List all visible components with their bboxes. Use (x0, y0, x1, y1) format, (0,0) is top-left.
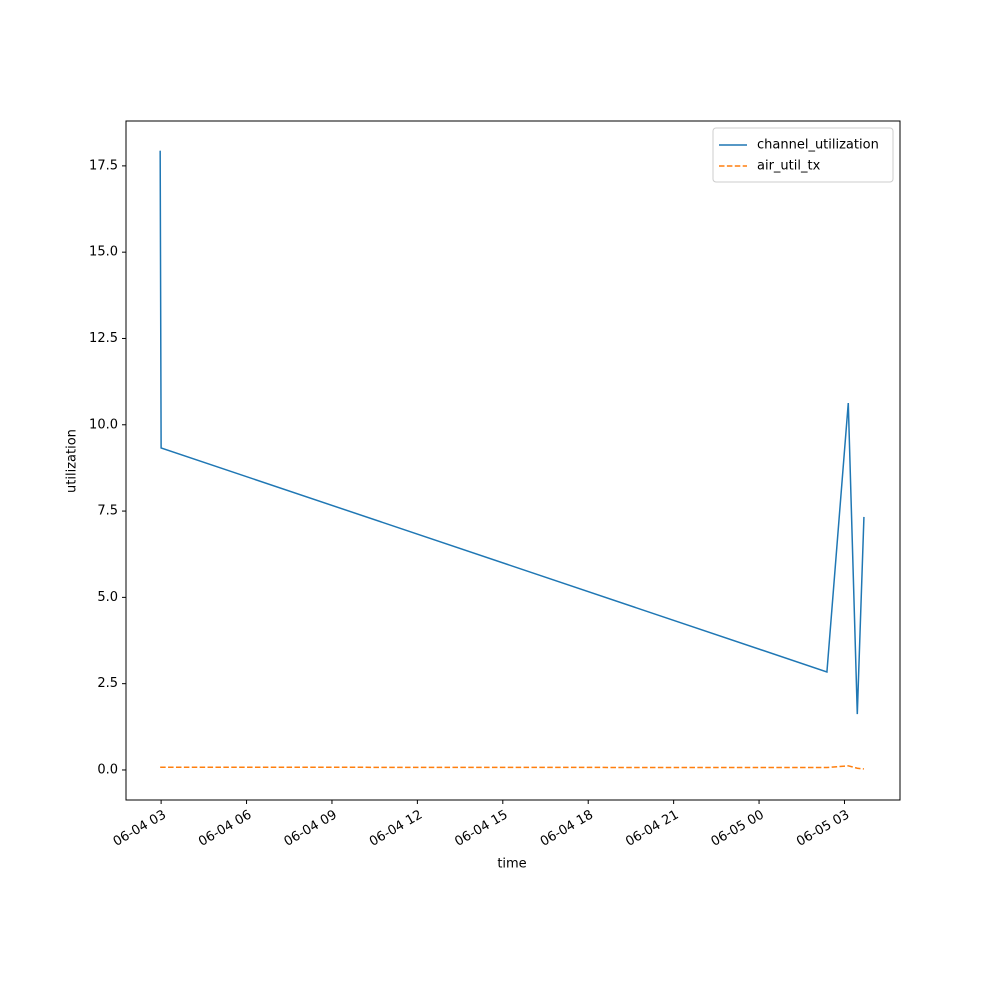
y-tick-label: 15.0 (89, 245, 118, 260)
y-tick-label: 0.0 (97, 762, 118, 777)
legend-label: air_util_tx (757, 159, 821, 174)
legend-box (712, 127, 894, 183)
x-axis-label: time (497, 857, 526, 872)
y-axis-label: utilization (65, 429, 80, 493)
y-tick-label: 17.5 (89, 158, 118, 173)
plot-frame (125, 120, 901, 801)
series-line (159, 150, 865, 715)
legend-label: channel_utilization (757, 138, 879, 153)
y-tick-label: 5.0 (97, 590, 118, 605)
series-line (160, 765, 865, 770)
y-tick-label: 10.0 (89, 417, 118, 432)
y-tick-label: 7.5 (97, 504, 118, 519)
y-tick-label: 2.5 (97, 676, 118, 691)
y-tick-label: 12.5 (89, 331, 118, 346)
